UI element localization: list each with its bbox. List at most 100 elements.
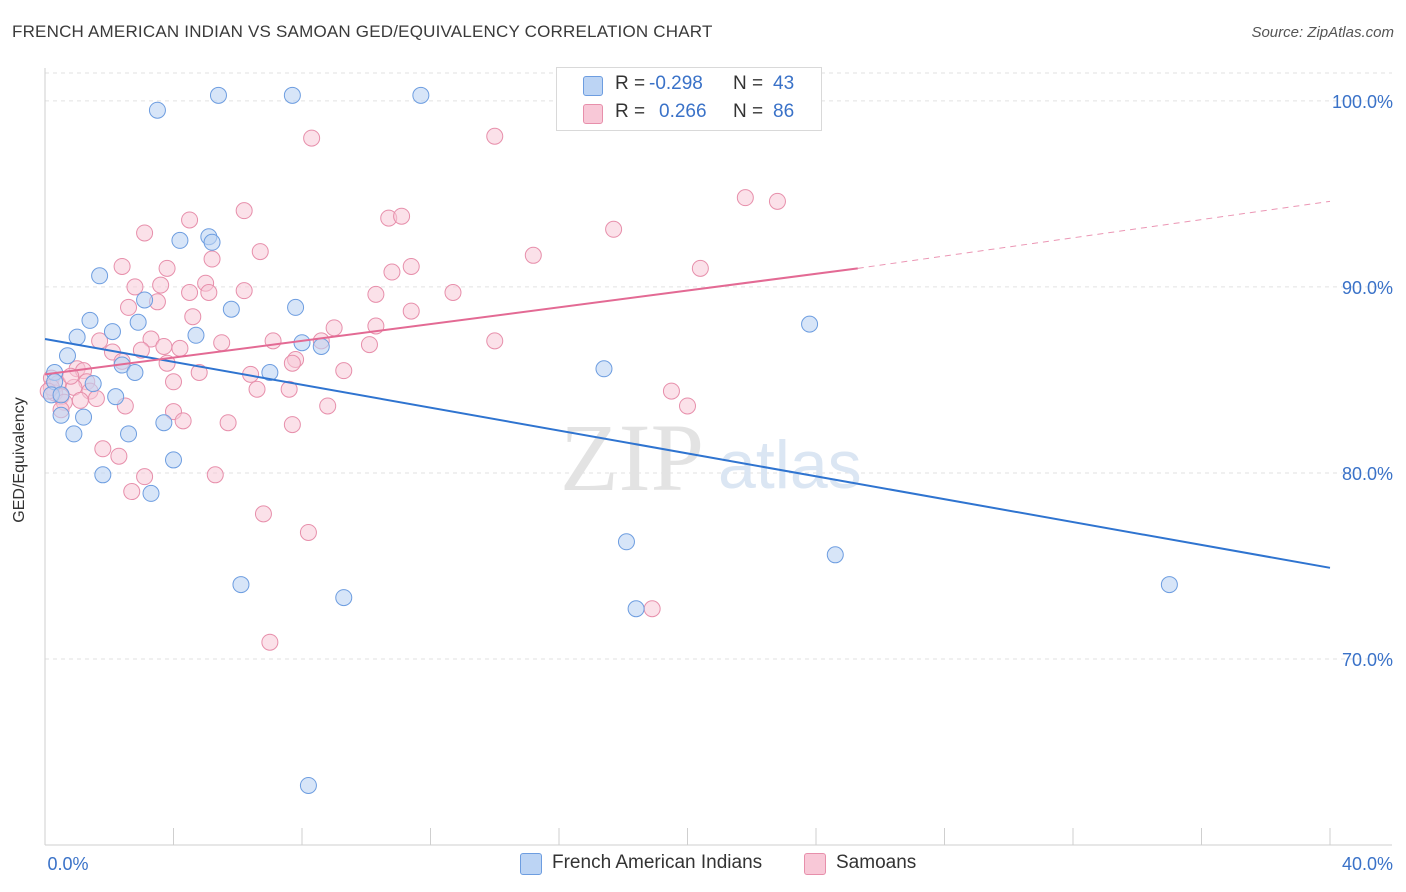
watermark-atlas: atlas	[718, 427, 862, 503]
chart-title: FRENCH AMERICAN INDIAN VS SAMOAN GED/EQU…	[12, 22, 713, 41]
samoans-point	[393, 207, 411, 225]
samoans-point	[283, 354, 301, 372]
watermark-zip: ZIP	[560, 404, 704, 511]
samoans-point	[181, 211, 199, 229]
samoans-point	[171, 339, 189, 357]
samoans-point	[319, 397, 337, 415]
samoans-point	[768, 192, 786, 210]
samoans-point	[181, 284, 199, 302]
samoans-point	[402, 302, 420, 320]
samoans-point	[402, 257, 420, 275]
samoans-point	[280, 380, 298, 398]
r-label-blue: R =	[615, 73, 646, 94]
french-american-indians-point	[826, 546, 844, 564]
samoans-trend-line	[44, 267, 858, 376]
n-label-blue: N =	[733, 73, 764, 94]
samoans-trend-line-extension	[857, 200, 1331, 269]
french-american-indians-point	[203, 233, 221, 251]
samoans-point	[261, 633, 279, 651]
french-american-indians-point	[171, 231, 189, 249]
samoans-point	[325, 319, 343, 337]
samoans-point	[152, 276, 170, 294]
samoans-point	[120, 298, 138, 316]
french-american-indians-point	[142, 484, 160, 502]
legend-swatch-pink	[583, 104, 603, 124]
samoans-point	[87, 390, 105, 408]
french-american-indians-point	[148, 101, 166, 119]
n-label-pink: N =	[733, 101, 764, 122]
samoans-point	[524, 246, 542, 264]
r-value-pink: 0.266	[659, 101, 707, 122]
legend-label-french-american-indians: French American Indians	[552, 852, 763, 873]
samoans-point	[206, 466, 224, 484]
samoans-point	[248, 380, 266, 398]
french-american-indians-point	[232, 576, 250, 594]
french-american-indians-point	[91, 267, 109, 285]
french-american-indians-point	[155, 414, 173, 432]
samoans-point	[691, 259, 709, 277]
axes	[44, 68, 1392, 846]
samoans-point	[299, 523, 317, 541]
samoans-point	[303, 129, 321, 147]
y-axis-label: GED/Equivalency	[11, 397, 28, 523]
samoans-point	[486, 332, 504, 350]
french-american-indians-point	[209, 86, 227, 104]
samoans-point	[155, 337, 173, 355]
samoans-point	[486, 127, 504, 145]
y-tick-label: 90.0%	[1342, 278, 1393, 298]
samoans-point	[174, 412, 192, 430]
samoans-point	[679, 397, 696, 415]
samoans-point	[142, 330, 160, 348]
french-american-indians-point	[312, 337, 330, 355]
samoans-point	[200, 284, 218, 302]
y-tick-label: 100.0%	[1332, 92, 1393, 112]
french-american-indians-point	[283, 86, 301, 104]
french-american-indians-point	[107, 388, 125, 406]
french-american-indians-point	[129, 313, 147, 331]
r-value-blue: -0.298	[649, 73, 703, 94]
samoans-point	[283, 416, 301, 434]
grid-lines	[45, 72, 1392, 660]
samoans-point	[383, 263, 401, 281]
samoans-point	[203, 250, 221, 268]
french-american-indians-point	[75, 408, 93, 426]
n-value-blue: 43	[773, 73, 795, 94]
samoans-point	[254, 505, 272, 523]
source-label: Source: ZipAtlas.com	[1251, 24, 1394, 41]
legend-swatch-blue	[583, 76, 603, 96]
samoans-point	[605, 220, 623, 238]
samoans-point	[123, 483, 141, 501]
samoans-point	[126, 278, 144, 296]
samoans-point	[736, 189, 754, 207]
samoans-point	[235, 202, 253, 220]
tick-labels: 70.0% 80.0% 90.0% 100.0% 0.0% 40.0%	[47, 92, 1393, 874]
french-american-indians-point	[412, 86, 430, 104]
french-american-indians-point	[103, 323, 121, 341]
french-american-indians-point	[84, 375, 102, 393]
french-american-indians-point	[58, 347, 76, 365]
samoans-point	[213, 334, 231, 352]
french-american-indians-point	[617, 533, 635, 551]
samoans-point	[71, 391, 89, 409]
french-american-indians-point	[595, 360, 613, 378]
french-american-indians-point	[65, 425, 83, 443]
french-american-indians-point	[293, 334, 311, 352]
samoans-point	[132, 341, 150, 359]
french-american-indians-point	[120, 425, 138, 443]
trend-lines	[44, 200, 1331, 569]
french-american-indians-point	[94, 466, 112, 484]
samoans-point	[136, 224, 154, 242]
french-american-indians-point	[187, 326, 205, 344]
samoans-point	[662, 382, 680, 400]
french-american-indians-point	[627, 600, 645, 618]
french-american-indians-trend-line	[44, 338, 1331, 569]
samoans-point	[360, 336, 378, 354]
r-label-pink: R =	[615, 101, 646, 122]
french-american-indians-point	[165, 451, 182, 469]
samoans-point	[110, 447, 128, 465]
samoans-point	[94, 440, 112, 458]
samoans-point	[190, 363, 208, 381]
french-american-indians-point	[1160, 576, 1178, 594]
french-american-indians-point	[81, 311, 99, 329]
